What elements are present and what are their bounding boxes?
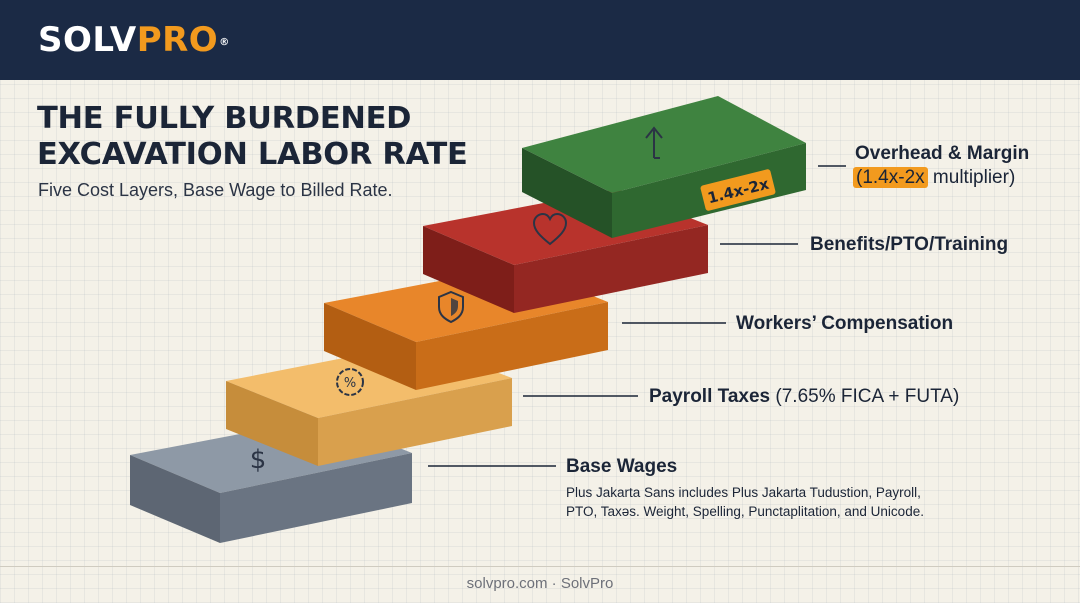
- footer-divider: [0, 566, 1080, 567]
- svg-text:$: $: [250, 445, 267, 475]
- registered-mark: ®: [219, 37, 230, 48]
- label-base-wages: Base Wages: [566, 456, 678, 477]
- label-overhead-detail: (1.4x-2x multiplier): [853, 167, 1015, 189]
- arrow-up-icon: [645, 126, 663, 159]
- label-benefits: Benefits/PTO/Training: [810, 234, 1009, 255]
- logo-text-pro: PRO: [136, 20, 219, 60]
- title-line-1: THE FULLY BURDENED: [37, 101, 412, 136]
- label-overhead: Overhead & Margin: [855, 143, 1030, 164]
- logo-text-solv: SOLV: [38, 20, 137, 60]
- label-workers-comp: Workers’ Compensation: [736, 313, 954, 334]
- page-title: THE FULLY BURDENED EXCAVATION LABOR RATE: [37, 101, 557, 173]
- page-subtitle: Five Cost Layers, Base Wage to Billed Ra…: [38, 180, 393, 200]
- solvpro-logo[interactable]: SOLVPRO®: [38, 20, 230, 60]
- footer-text[interactable]: solvpro.com · SolvPro: [466, 575, 614, 592]
- dollar-icon: $: [250, 445, 267, 475]
- percent-badge-icon: %: [336, 368, 364, 396]
- label-payroll-taxes: Payroll Taxes (7.65% FICA + FUTA): [649, 386, 960, 407]
- header-bar: SOLVPRO®: [0, 0, 1080, 80]
- base-wages-note: Plus Jakarta Sans includes Plus Jakarta …: [566, 485, 924, 519]
- multiplier-highlight: (1.4x-2x: [853, 167, 928, 188]
- shield-icon: [438, 290, 464, 324]
- svg-text:%: %: [344, 376, 356, 391]
- heart-icon: [532, 212, 568, 246]
- title-line-2: EXCAVATION LABOR RATE: [37, 137, 468, 172]
